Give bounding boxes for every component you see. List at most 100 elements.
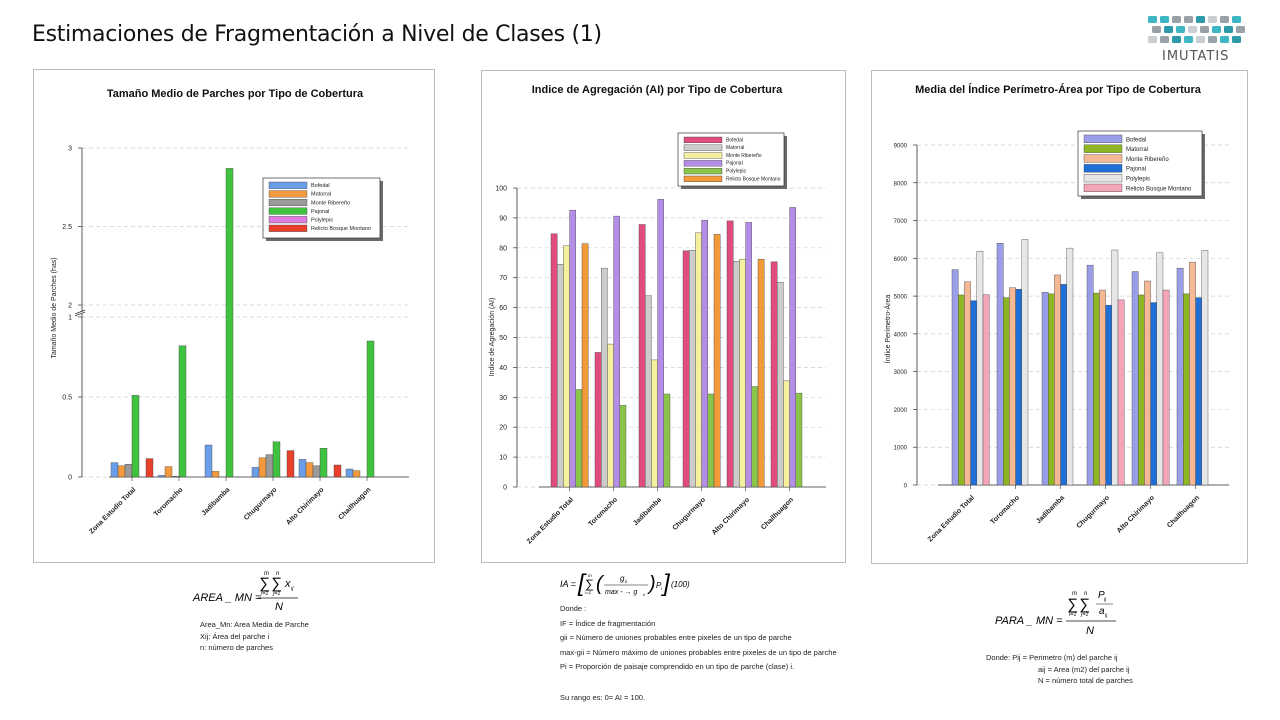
logo-tile [1164,26,1173,33]
legend-label: Bofedal [1126,137,1146,143]
bar [286,450,295,478]
bar [976,250,984,486]
bar [1047,293,1055,486]
y-tick-label: 90 [499,215,507,222]
legend-swatch [683,167,723,175]
y-axis-label: Índice Perímetro-Área [883,295,892,364]
legend-label: Relicto Bosque Montano [1126,186,1192,192]
bar [739,258,746,488]
axis-break-mark [74,311,86,317]
bar [996,243,1004,486]
bar [1021,239,1029,486]
y-tick-label: 8000 [894,181,908,187]
y-tick-label: 3 [68,146,72,153]
chart-mean-patch-size: Tamaño Medio de Parches por Tipo de Cobe… [51,88,409,536]
bar [131,395,140,478]
legend-label: Matorral [1126,147,1148,153]
bar [607,343,614,488]
x-tick-label: Jadibamba [632,496,663,527]
formula2-note: gii = Número de uniones probables entre … [560,633,792,642]
bar [305,462,314,478]
y-tick-label: 1 [68,315,72,322]
formula2-note: Pi = Proporción de paisaje comprendido e… [560,662,795,671]
bar [1189,261,1196,486]
legend-swatch [268,224,308,232]
x-tick-label: Toromacho [587,496,619,528]
y-tick-label: 20 [499,425,507,432]
logo-tile [1188,26,1197,33]
bar [319,448,328,478]
formula3-note: N = número total de parches [1038,676,1133,685]
formula1-term-sub: ij [291,586,294,592]
bar [178,345,187,478]
bar [312,465,321,478]
logo-tile [1232,16,1241,23]
legend-label: Polylepis [726,169,747,175]
bar [110,462,119,478]
formula2-sum-bottom: i=1 [585,590,592,595]
bar [258,457,267,478]
logo-tile [1220,16,1229,23]
chart-panel-perimeter-area: Media del Índice Perímetro-Área por Tipo… [871,70,1248,564]
bar [1041,292,1049,486]
bar [957,294,965,486]
formula1-term: x [284,578,291,590]
x-tick-label: Chailhuagon [760,496,795,531]
legend-swatch [268,207,308,215]
chart-title: Tamaño Medio de Parches por Tipo de Cobe… [107,88,364,100]
logo-tile [1224,26,1233,33]
formula1-denominator: N [275,601,283,613]
bar [701,220,709,488]
y-tick-label: 5000 [894,295,908,301]
bar [225,168,234,478]
formula3-numer-sub: ij [1104,597,1107,603]
formula2-after: P [656,581,662,590]
y-tick-label: 2 [68,303,72,310]
formula1-lhs: AREA _ MN = [192,592,262,604]
legend-swatch [268,216,308,224]
formula2-denom-sub: ii [643,592,645,597]
y-tick-label: 7000 [894,219,908,225]
x-tick-label: Zona Estudio Total [927,494,976,543]
bar [1156,252,1164,486]
legend-swatch [1083,154,1123,163]
logo-tile [1208,16,1217,23]
formula1-note: Area_Mn: Area Media de Parche [200,620,309,629]
bar [1176,267,1184,486]
formula2-note: max-gii = Número máximo de uniones proba… [560,647,837,657]
bar [366,340,375,478]
x-tick-label: Chailhuagon [1166,494,1201,529]
bar [164,466,173,478]
logo-tile [1176,26,1185,33]
bar [569,209,576,488]
bar [726,220,734,488]
legend-label: Relicto Bosque Montano [726,176,781,182]
logo-tile [1184,16,1193,23]
formula1-note: Xij: Área del parche i [200,631,270,641]
formula2-sum: ∑ [585,577,594,591]
bar [982,294,990,486]
formula3-note: Donde: Pij = Perimetro (m) del parche ij [986,653,1118,662]
formula2-bracket-open: [ [577,570,587,597]
y-tick-label: 4000 [894,332,908,338]
formula2-numer: g [620,574,625,583]
bar [1092,292,1100,486]
formula1-sum2-top: n [276,571,280,577]
x-tick-label: Jadibamba [201,486,232,517]
bar [619,405,627,488]
logo-tile [1160,36,1169,43]
legend-swatch [683,144,723,151]
bar [251,467,260,478]
bar [951,269,959,486]
bar [1201,250,1209,486]
formula2-range: Su rango es: 0= AI = 100. [560,693,646,702]
formula1-sum1-bottom: i=1 [261,591,269,597]
bar [789,207,797,488]
bar [575,389,583,488]
formula3-sum2: ∑ [1079,596,1090,613]
legend-label: Pajonal [726,161,743,167]
bar [145,458,154,478]
logo-tile [1172,36,1181,43]
formula3-lhs: PARA _ MN = [995,615,1063,627]
formula2-denom: max - → g [605,589,637,596]
